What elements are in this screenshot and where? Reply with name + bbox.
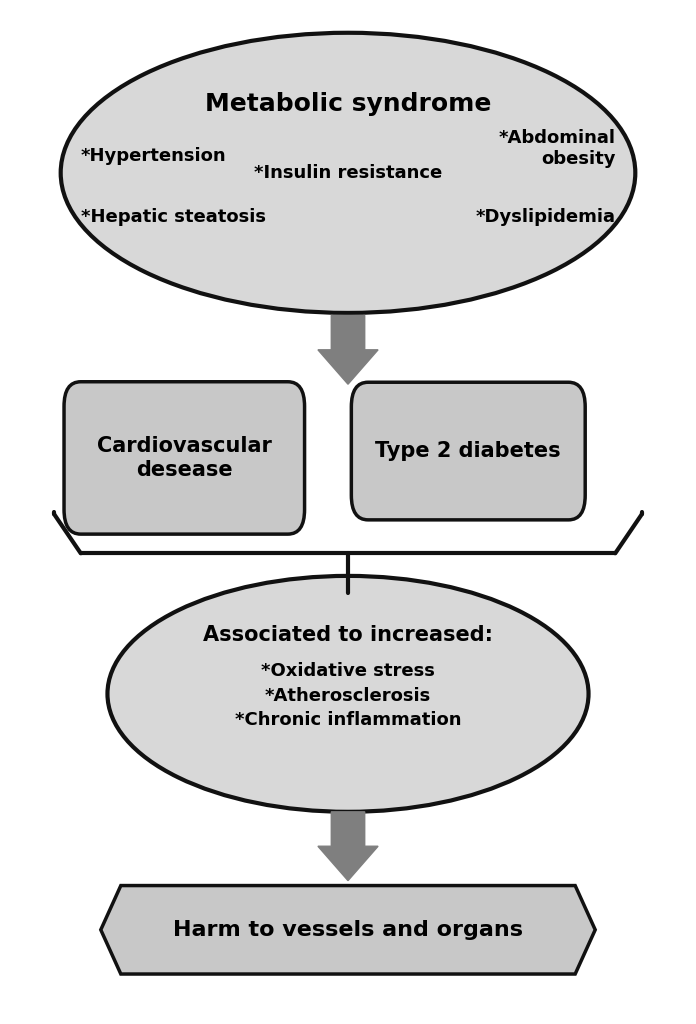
FancyBboxPatch shape xyxy=(351,382,585,520)
Text: *Hepatic steatosis: *Hepatic steatosis xyxy=(81,208,266,226)
Ellipse shape xyxy=(61,33,635,313)
FancyArrow shape xyxy=(318,315,378,384)
Polygon shape xyxy=(101,886,595,974)
Text: Harm to vessels and organs: Harm to vessels and organs xyxy=(173,920,523,940)
FancyBboxPatch shape xyxy=(64,382,305,535)
Text: *Hypertension: *Hypertension xyxy=(81,147,226,165)
Text: *Oxidative stress: *Oxidative stress xyxy=(261,663,435,680)
Text: Associated to increased:: Associated to increased: xyxy=(203,625,493,645)
Text: *Chronic inflammation: *Chronic inflammation xyxy=(235,712,461,729)
Text: *Insulin resistance: *Insulin resistance xyxy=(254,164,442,182)
FancyArrow shape xyxy=(318,812,378,881)
Text: Metabolic syndrome: Metabolic syndrome xyxy=(205,92,491,116)
Text: *Atherosclerosis: *Atherosclerosis xyxy=(265,687,431,705)
Text: *Dyslipidemia: *Dyslipidemia xyxy=(475,208,615,226)
Text: *Abdominal
obesity: *Abdominal obesity xyxy=(498,129,615,168)
Text: Type 2 diabetes: Type 2 diabetes xyxy=(375,441,561,461)
Ellipse shape xyxy=(107,575,589,812)
Text: Cardiovascular
desease: Cardiovascular desease xyxy=(97,436,271,479)
